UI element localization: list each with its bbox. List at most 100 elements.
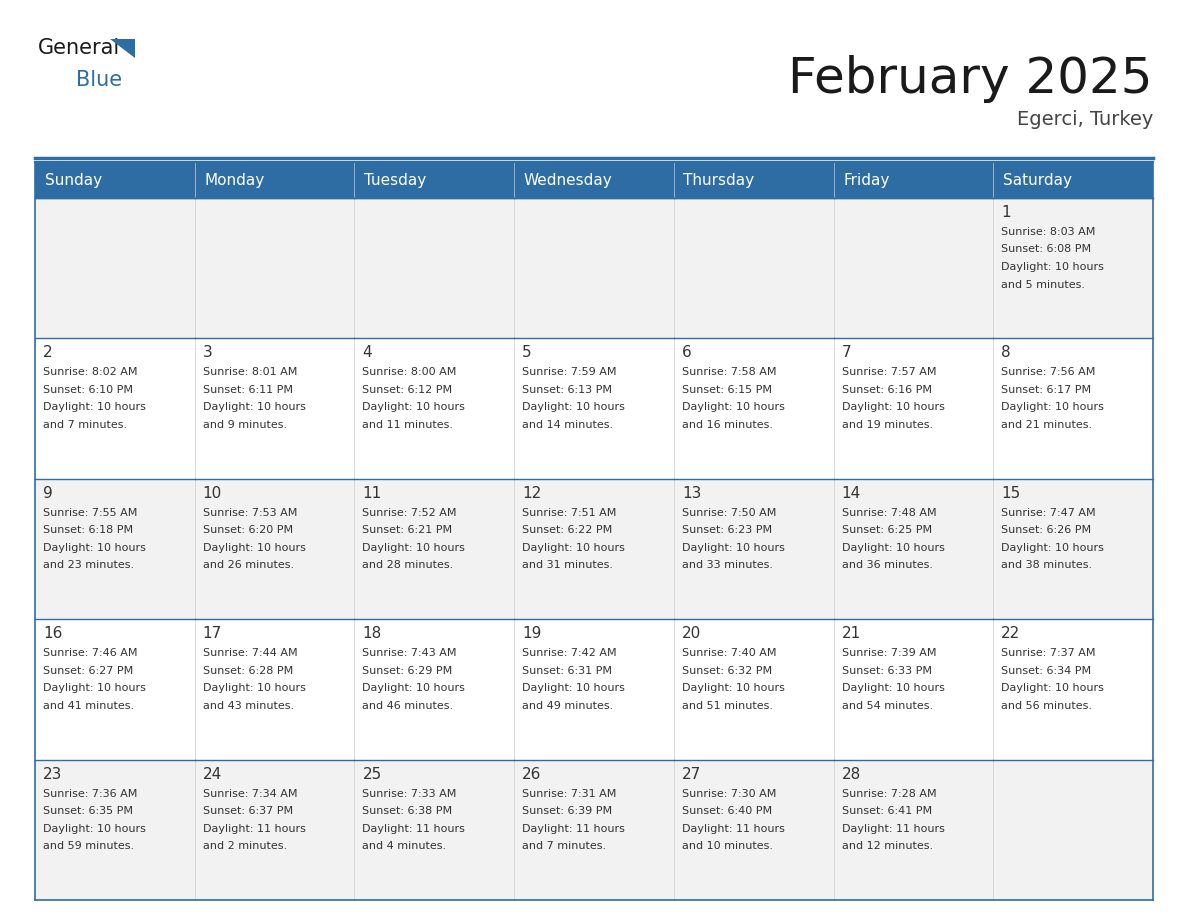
Bar: [34, 339, 195, 479]
Bar: [514, 162, 674, 198]
Text: and 51 minutes.: and 51 minutes.: [682, 700, 773, 711]
Text: Sunrise: 7:58 AM: Sunrise: 7:58 AM: [682, 367, 776, 377]
Text: Sunset: 6:11 PM: Sunset: 6:11 PM: [203, 385, 292, 395]
Text: 17: 17: [203, 626, 222, 641]
Text: Tuesday: Tuesday: [364, 173, 426, 187]
Bar: [354, 759, 514, 900]
Text: Sunrise: 7:43 AM: Sunrise: 7:43 AM: [362, 648, 457, 658]
Text: Sunset: 6:37 PM: Sunset: 6:37 PM: [203, 806, 292, 816]
Bar: [834, 339, 993, 479]
Text: Daylight: 10 hours: Daylight: 10 hours: [841, 402, 944, 412]
Text: 1: 1: [1001, 205, 1011, 220]
Bar: [195, 759, 354, 900]
Text: Sunset: 6:18 PM: Sunset: 6:18 PM: [43, 525, 133, 535]
Text: Sunset: 6:08 PM: Sunset: 6:08 PM: [1001, 244, 1092, 254]
Text: Daylight: 10 hours: Daylight: 10 hours: [362, 543, 466, 553]
Text: Sunrise: 7:31 AM: Sunrise: 7:31 AM: [523, 789, 617, 799]
Text: Sunrise: 8:02 AM: Sunrise: 8:02 AM: [43, 367, 138, 377]
Text: Sunset: 6:32 PM: Sunset: 6:32 PM: [682, 666, 772, 676]
Text: Daylight: 10 hours: Daylight: 10 hours: [682, 683, 785, 693]
Polygon shape: [110, 39, 135, 58]
Text: Daylight: 10 hours: Daylight: 10 hours: [682, 543, 785, 553]
Text: Sunrise: 8:03 AM: Sunrise: 8:03 AM: [1001, 227, 1095, 237]
Text: Sunset: 6:38 PM: Sunset: 6:38 PM: [362, 806, 453, 816]
Text: Daylight: 10 hours: Daylight: 10 hours: [1001, 543, 1104, 553]
Text: and 38 minutes.: and 38 minutes.: [1001, 560, 1093, 570]
Text: Sunset: 6:28 PM: Sunset: 6:28 PM: [203, 666, 293, 676]
Bar: [195, 479, 354, 620]
Text: Daylight: 10 hours: Daylight: 10 hours: [362, 683, 466, 693]
Bar: [195, 620, 354, 759]
Text: Sunrise: 7:53 AM: Sunrise: 7:53 AM: [203, 508, 297, 518]
Text: Daylight: 10 hours: Daylight: 10 hours: [43, 823, 146, 834]
Text: Sunset: 6:34 PM: Sunset: 6:34 PM: [1001, 666, 1092, 676]
Text: Sunset: 6:20 PM: Sunset: 6:20 PM: [203, 525, 292, 535]
Text: Thursday: Thursday: [683, 173, 754, 187]
Text: Egerci, Turkey: Egerci, Turkey: [1017, 110, 1154, 129]
Bar: [354, 198, 514, 339]
Text: 26: 26: [523, 767, 542, 781]
Text: and 7 minutes.: and 7 minutes.: [43, 420, 127, 430]
Text: Sunrise: 7:46 AM: Sunrise: 7:46 AM: [43, 648, 138, 658]
Bar: [834, 620, 993, 759]
Bar: [34, 198, 195, 339]
Text: and 36 minutes.: and 36 minutes.: [841, 560, 933, 570]
Text: Daylight: 10 hours: Daylight: 10 hours: [1001, 683, 1104, 693]
Text: and 5 minutes.: and 5 minutes.: [1001, 279, 1086, 289]
Text: Sunset: 6:33 PM: Sunset: 6:33 PM: [841, 666, 931, 676]
Text: 2: 2: [43, 345, 52, 361]
Text: and 59 minutes.: and 59 minutes.: [43, 841, 134, 851]
Text: Daylight: 10 hours: Daylight: 10 hours: [523, 543, 625, 553]
Bar: [674, 759, 834, 900]
Text: and 56 minutes.: and 56 minutes.: [1001, 700, 1092, 711]
Bar: [354, 479, 514, 620]
Bar: [514, 339, 674, 479]
Text: and 31 minutes.: and 31 minutes.: [523, 560, 613, 570]
Bar: [834, 198, 993, 339]
Text: Sunrise: 7:42 AM: Sunrise: 7:42 AM: [523, 648, 617, 658]
Text: Daylight: 10 hours: Daylight: 10 hours: [841, 543, 944, 553]
Text: and 10 minutes.: and 10 minutes.: [682, 841, 773, 851]
Text: Daylight: 10 hours: Daylight: 10 hours: [523, 683, 625, 693]
Text: Sunrise: 7:52 AM: Sunrise: 7:52 AM: [362, 508, 457, 518]
Text: and 28 minutes.: and 28 minutes.: [362, 560, 454, 570]
Text: Sunset: 6:15 PM: Sunset: 6:15 PM: [682, 385, 772, 395]
Text: Sunrise: 8:00 AM: Sunrise: 8:00 AM: [362, 367, 457, 377]
Text: Sunset: 6:26 PM: Sunset: 6:26 PM: [1001, 525, 1092, 535]
Text: Sunrise: 7:47 AM: Sunrise: 7:47 AM: [1001, 508, 1095, 518]
Text: and 49 minutes.: and 49 minutes.: [523, 700, 613, 711]
Text: and 19 minutes.: and 19 minutes.: [841, 420, 933, 430]
Text: Sunrise: 7:39 AM: Sunrise: 7:39 AM: [841, 648, 936, 658]
Text: 15: 15: [1001, 486, 1020, 501]
Text: Sunrise: 8:01 AM: Sunrise: 8:01 AM: [203, 367, 297, 377]
Text: and 21 minutes.: and 21 minutes.: [1001, 420, 1093, 430]
Text: Daylight: 11 hours: Daylight: 11 hours: [682, 823, 785, 834]
Text: Sunrise: 7:48 AM: Sunrise: 7:48 AM: [841, 508, 936, 518]
Text: Sunset: 6:27 PM: Sunset: 6:27 PM: [43, 666, 133, 676]
Text: Daylight: 10 hours: Daylight: 10 hours: [43, 683, 146, 693]
Text: Sunset: 6:29 PM: Sunset: 6:29 PM: [362, 666, 453, 676]
Text: Friday: Friday: [843, 173, 890, 187]
Bar: [674, 198, 834, 339]
Bar: [993, 620, 1154, 759]
Text: Sunset: 6:13 PM: Sunset: 6:13 PM: [523, 385, 612, 395]
Text: Daylight: 10 hours: Daylight: 10 hours: [362, 402, 466, 412]
Text: and 43 minutes.: and 43 minutes.: [203, 700, 293, 711]
Text: Sunrise: 7:37 AM: Sunrise: 7:37 AM: [1001, 648, 1095, 658]
Bar: [354, 620, 514, 759]
Text: Daylight: 10 hours: Daylight: 10 hours: [1001, 402, 1104, 412]
Text: Monday: Monday: [204, 173, 265, 187]
Text: 4: 4: [362, 345, 372, 361]
Bar: [674, 620, 834, 759]
Bar: [993, 198, 1154, 339]
Text: 25: 25: [362, 767, 381, 781]
Text: Daylight: 11 hours: Daylight: 11 hours: [362, 823, 466, 834]
Text: 19: 19: [523, 626, 542, 641]
Text: Sunday: Sunday: [45, 173, 102, 187]
Bar: [993, 162, 1154, 198]
Text: Daylight: 10 hours: Daylight: 10 hours: [523, 402, 625, 412]
Bar: [514, 759, 674, 900]
Text: Daylight: 10 hours: Daylight: 10 hours: [841, 683, 944, 693]
Bar: [34, 759, 195, 900]
Text: 22: 22: [1001, 626, 1020, 641]
